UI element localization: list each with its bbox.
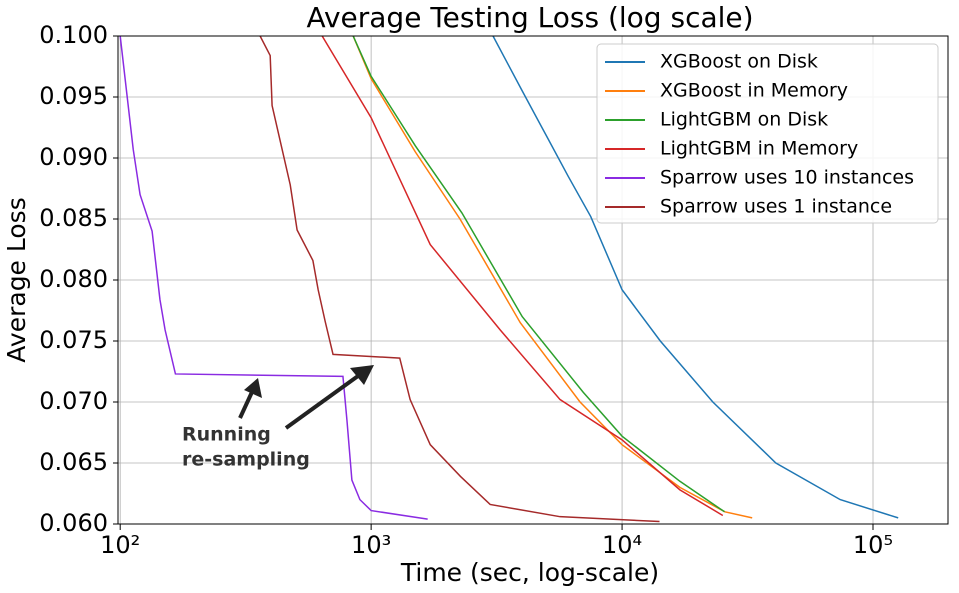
- series-line: [321, 36, 724, 517]
- y-tick-label: 0.065: [39, 448, 108, 476]
- series-line: [119, 36, 428, 520]
- arrow-shaft: [238, 391, 254, 419]
- series-line: [259, 36, 660, 523]
- x-tick-label: 10³: [351, 531, 391, 559]
- y-tick-label: 0.080: [39, 265, 108, 293]
- y-axis-label: Average Loss: [2, 197, 31, 362]
- x-tick-label: 10²: [100, 531, 140, 559]
- x-tick-label: 10⁴: [602, 531, 642, 559]
- y-tick-label: 0.075: [39, 326, 108, 354]
- x-tick-label: 10⁵: [853, 531, 893, 559]
- y-tick-label: 0.100: [39, 21, 108, 49]
- legend-label: LightGBM on Disk: [660, 109, 828, 131]
- y-tick-label: 0.085: [39, 204, 108, 232]
- legend-label: LightGBM in Memory: [660, 138, 858, 160]
- y-tick-label: 0.060: [39, 509, 108, 537]
- legend-label: XGBoost in Memory: [660, 80, 848, 102]
- annotation-arrows: [238, 365, 374, 430]
- y-tick-label: 0.095: [39, 82, 108, 110]
- x-axis-label: Time (sec, log-scale): [400, 558, 659, 587]
- lines: [119, 36, 899, 523]
- y-tick-label: 0.090: [39, 143, 108, 171]
- series-line: [492, 36, 899, 519]
- y-tick-label: 0.070: [39, 387, 108, 415]
- arrow-shaft: [284, 374, 360, 430]
- series-line: [352, 36, 725, 513]
- legend-label: Sparrow uses 10 instances: [660, 167, 914, 189]
- arrow-head: [350, 365, 374, 385]
- legend-box: [596, 43, 939, 224]
- arrow-head: [244, 378, 262, 398]
- annotation-line: Running: [182, 424, 271, 446]
- annotation-line: re-sampling: [182, 449, 310, 471]
- legend-label: XGBoost on Disk: [660, 51, 818, 73]
- chart-title: Average Testing Loss (log scale): [306, 1, 753, 34]
- legend: XGBoost on Disk XGBoost in Memory LightGBM…: [596, 43, 939, 224]
- legend-label: Sparrow uses 1 instance: [660, 196, 892, 218]
- series-line: [352, 36, 753, 519]
